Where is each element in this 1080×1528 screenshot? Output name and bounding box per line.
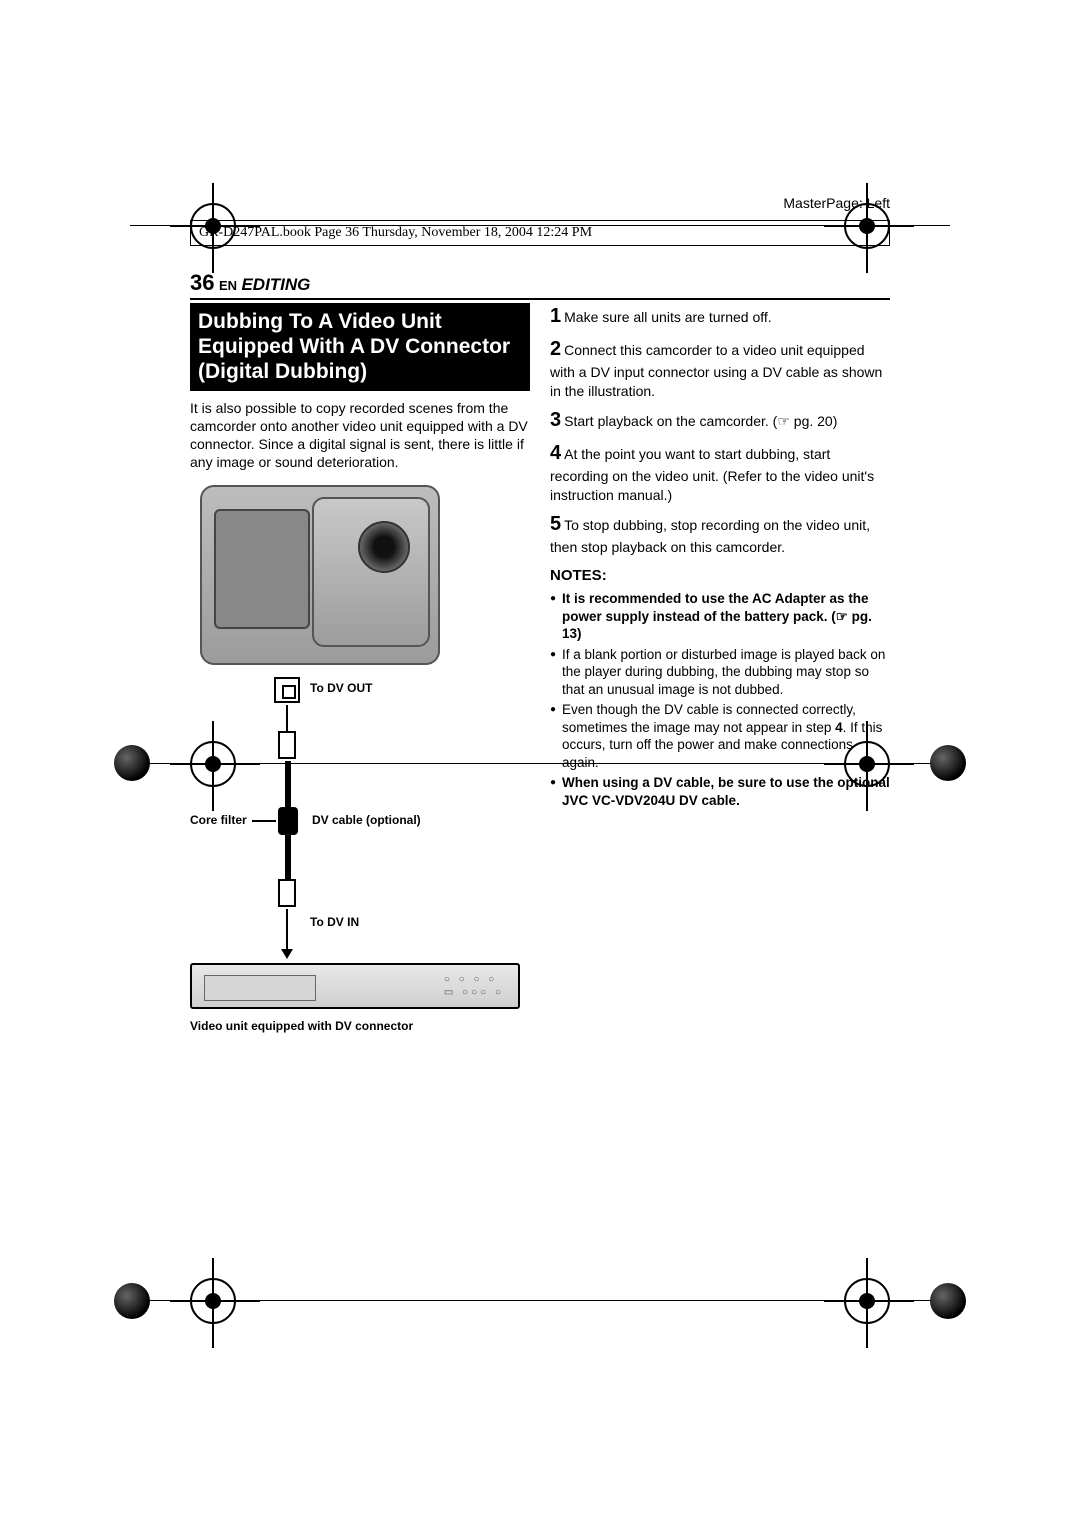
label-to-dv-in: To DV IN — [310, 915, 359, 931]
notes-header: NOTES — [550, 566, 890, 586]
connection-diagram: To DV OUT Core filter DV cable (optional… — [190, 485, 530, 1065]
page-header: 36 EN EDITING — [190, 270, 890, 300]
step-1-text: Make sure all units are turned off. — [564, 309, 772, 325]
label-to-dv-out: To DV OUT — [310, 681, 372, 697]
core-filter-icon — [278, 807, 298, 835]
reg-target-bot-left — [190, 1278, 236, 1324]
reg-dot-mid-right — [930, 745, 966, 781]
article-title: Dubbing To A Video Unit Equipped With A … — [190, 303, 530, 391]
reg-dot-bot-right — [930, 1283, 966, 1319]
step-2-text: Connect this camcorder to a video unit e… — [550, 342, 882, 399]
step-5-text: To stop dubbing, stop recording on the v… — [550, 517, 870, 555]
reg-target-bot-right — [844, 1278, 890, 1324]
step-3: 3Start playback on the camcorder. (☞ pg.… — [550, 407, 890, 434]
step-4-text: At the point you want to start dubbing, … — [550, 446, 874, 503]
step-5: 5To stop dubbing, stop recording on the … — [550, 511, 890, 557]
step-2: 2Connect this camcorder to a video unit … — [550, 336, 890, 401]
arrow-down-icon — [286, 909, 288, 957]
reg-dot-mid-left — [114, 745, 150, 781]
label-core-filter: Core filter — [190, 813, 247, 829]
note-2: If a blank portion or disturbed image is… — [550, 646, 890, 699]
book-info-box: GR-D247PAL.book Page 36 Thursday, Novemb… — [190, 220, 890, 246]
master-page-label: MasterPage: Left — [783, 195, 890, 211]
lang-label: EN — [219, 278, 237, 293]
intro-paragraph: It is also possible to copy recorded sce… — [190, 399, 530, 472]
label-dv-cable: DV cable (optional) — [312, 813, 421, 829]
notes-list: It is recommended to use the AC Adapter … — [550, 590, 890, 810]
step-3-text: Start playback on the camcorder. (☞ pg. … — [564, 413, 837, 429]
note-3: Even though the DV cable is connected co… — [550, 701, 890, 771]
page-number: 36 — [190, 270, 214, 295]
note-1: It is recommended to use the AC Adapter … — [550, 590, 890, 643]
left-column: Dubbing To A Video Unit Equipped With A … — [190, 303, 530, 1065]
step-1: 1Make sure all units are turned off. — [550, 303, 890, 330]
dv-plug-top-icon — [278, 731, 296, 759]
dv-out-port-icon — [274, 677, 300, 703]
step-4: 4At the point you want to start dubbing,… — [550, 440, 890, 505]
right-column: 1Make sure all units are turned off. 2Co… — [550, 303, 890, 1065]
label-video-unit: Video unit equipped with DV connector — [190, 1019, 413, 1035]
note-4: When using a DV cable, be sure to use th… — [550, 774, 890, 809]
dv-plug-bottom-icon — [278, 879, 296, 907]
reg-dot-bot-left — [114, 1283, 150, 1319]
section-name: EDITING — [241, 275, 310, 294]
video-unit-icon: ○ ○ ○ ○▭ ○○○ ○ — [190, 963, 520, 1009]
camcorder-icon — [200, 485, 440, 665]
